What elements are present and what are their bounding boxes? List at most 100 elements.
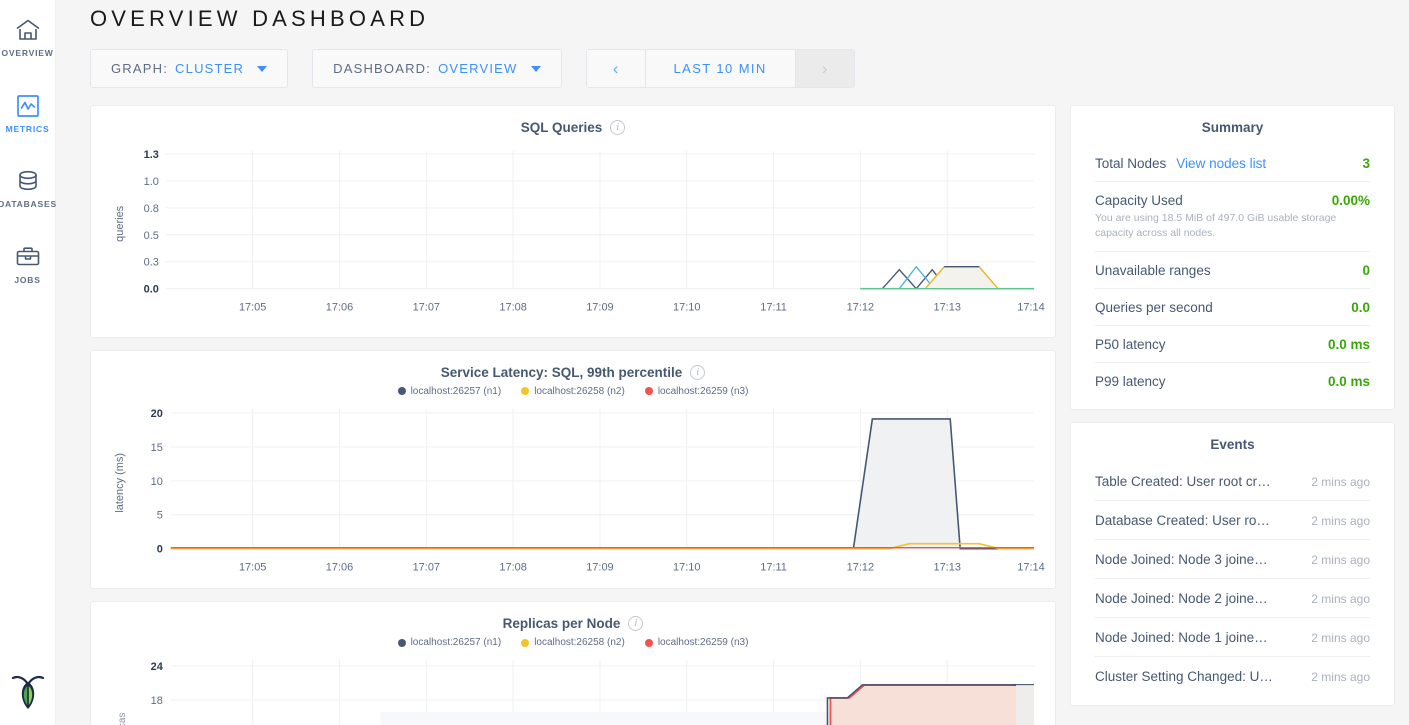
legend-item[interactable]: localhost:26257 (n1) [397,386,501,397]
chart-plot-service-latency[interactable]: 20 15 10 5 0 latency (ms) [101,401,1045,581]
chevron-down-icon [257,65,268,72]
summary-label: P50 latency [1095,337,1166,353]
chart-plot-sql-queries[interactable]: 1.3 1.0 0.8 0.5 0.3 0.0 queries [101,139,1045,329]
svg-text:0.8: 0.8 [144,203,159,215]
event-row[interactable]: Table Created: User root cr… 2 mins ago [1095,462,1370,500]
dashboard-selector-label: DASHBOARD: [333,61,432,76]
briefcase-icon [14,243,42,271]
summary-label: Queries per second [1095,300,1213,316]
event-row[interactable]: Database Created: User ro… 2 mins ago [1095,500,1370,539]
sidebar-item-label: JOBS [14,274,41,285]
svg-text:17:12: 17:12 [847,302,874,314]
event-row[interactable]: Node Joined: Node 2 joine… 2 mins ago [1095,578,1370,617]
graph-selector-label: GRAPH: [111,61,169,76]
svg-text:17:05: 17:05 [239,561,266,573]
summary-row-total-nodes: Total Nodes View nodes list 3 [1095,145,1370,181]
sidebar-item-databases[interactable]: DATABASES [0,159,56,215]
sidebar-item-label: METRICS [5,123,50,134]
event-timestamp: 2 mins ago [1311,553,1370,568]
svg-text:0.0: 0.0 [144,284,159,296]
svg-text:1.0: 1.0 [144,176,159,188]
legend-label: localhost:26259 (n3) [657,637,749,649]
event-row[interactable]: Node Joined: Node 3 joine… 2 mins ago [1095,539,1370,578]
legend-item[interactable]: localhost:26257 (n1) [397,637,502,649]
event-text: Cluster Setting Changed: U… [1095,669,1273,685]
database-icon [14,167,42,195]
chevron-right-icon: › [821,58,828,78]
view-nodes-list-link[interactable]: View nodes list [1176,156,1267,171]
event-timestamp: 2 mins ago [1311,631,1370,646]
summary-value: 0.0 ms [1327,374,1370,390]
svg-text:17:08: 17:08 [499,302,526,314]
summary-label: P99 latency [1095,374,1166,390]
legend-label: localhost:26259 (n3) [657,385,749,397]
svg-text:0.3: 0.3 [144,257,159,269]
legend-item[interactable]: localhost:26258 (n2) [521,637,625,648]
time-range-next-button[interactable]: › [795,50,854,87]
events-panel: Events Table Created: User root cr… 2 mi… [1070,422,1395,707]
chart-legend: localhost:26257 (n1) localhost:26258 (n2… [101,386,1045,397]
sidebar-item-overview[interactable]: OVERVIEW [0,8,56,64]
chart-header: Replicas per Node i [101,616,1045,632]
event-text: Node Joined: Node 3 joine… [1095,552,1268,568]
summary-label: Unavailable ranges [1095,263,1211,279]
legend-item[interactable]: localhost:26259 (n3) [644,637,749,649]
chart-card-replicas-per-node: Replicas per Node i localhost:26257 (n1)… [90,601,1056,725]
events-title: Events [1210,437,1255,453]
info-icon[interactable]: i [690,364,706,380]
sidebar-item-metrics[interactable]: METRICS [0,84,56,140]
summary-value: 0.0 ms [1327,337,1370,353]
summary-title: Summary [1201,120,1264,135]
svg-text:17:06: 17:06 [326,561,353,573]
chart-header: SQL Queries i [101,120,1045,135]
summary-label: Total Nodes [1095,156,1167,171]
summary-row-p99-latency: P99 latency 0.0 ms [1095,362,1370,399]
svg-text:1.3: 1.3 [144,149,159,161]
svg-text:17:10: 17:10 [673,302,700,314]
dashboard-content: SQL Queries i [90,105,1409,725]
chart-card-sql-queries: SQL Queries i [90,105,1056,338]
svg-text:24: 24 [151,661,164,673]
sidebar: OVERVIEW METRICS DATABASES [0,0,56,725]
chart-plot-replicas-per-node[interactable]: 24 18 replicas [101,652,1045,725]
dashboard-selector[interactable]: DASHBOARD: OVERVIEW [312,49,562,88]
event-row[interactable]: Node Joined: Node 1 joine… 2 mins ago [1095,617,1370,656]
chart-header: Service Latency: SQL, 99th percentile i [101,364,1045,380]
info-icon[interactable]: i [628,616,644,632]
side-column: Summary Total Nodes View nodes list 3 Ca… [1070,105,1395,725]
legend-label: localhost:26257 (n1) [410,637,502,649]
summary-value: 0.0 [1351,300,1370,316]
dashboard-selector-value: OVERVIEW [438,61,518,76]
chart-legend: localhost:26257 (n1) localhost:26258 (n2… [101,637,1045,648]
event-timestamp: 2 mins ago [1311,514,1370,529]
event-row[interactable]: Cluster Setting Changed: U… 2 mins ago [1095,656,1370,695]
page-title: OVERVIEW DASHBOARD [90,6,430,31]
main-content: OVERVIEW DASHBOARD GRAPH: CLUSTER DASHBO… [56,0,1409,725]
sidebar-item-jobs[interactable]: JOBS [0,235,56,291]
info-icon[interactable]: i [610,120,626,135]
cockroachdb-logo [0,673,56,713]
summary-row-capacity-used: Capacity Used 0.00% You are using 18.5 M… [1095,181,1370,251]
svg-text:17:13: 17:13 [933,302,960,314]
toolbar: GRAPH: CLUSTER DASHBOARD: OVERVIEW ‹ LAS… [90,49,1409,88]
svg-text:17:09: 17:09 [586,302,613,314]
sidebar-item-label: OVERVIEW [1,48,54,58]
legend-color-swatch [644,638,653,647]
legend-item[interactable]: localhost:26259 (n3) [644,385,749,397]
time-range-selector: ‹ LAST 10 MIN › [585,49,855,88]
summary-value: 0.00% [1331,193,1370,208]
svg-text:17:11: 17:11 [760,302,787,314]
svg-text:17:10: 17:10 [673,561,700,573]
legend-color-swatch [397,387,406,396]
chevron-down-icon [530,65,541,72]
svg-text:10: 10 [151,475,163,487]
legend-label: localhost:26258 (n2) [534,637,625,649]
time-range-prev-button[interactable]: ‹ [586,50,645,87]
service-latency-svg: 20 15 10 5 0 latency (ms) [114,408,1045,574]
graph-selector[interactable]: GRAPH: CLUSTER [90,49,289,88]
legend-item[interactable]: localhost:26258 (n2) [521,386,625,397]
sql-queries-svg: 1.3 1.0 0.8 0.5 0.3 0.0 queries [114,149,1045,314]
legend-color-swatch [521,638,530,647]
time-range-value[interactable]: LAST 10 MIN [644,50,796,87]
